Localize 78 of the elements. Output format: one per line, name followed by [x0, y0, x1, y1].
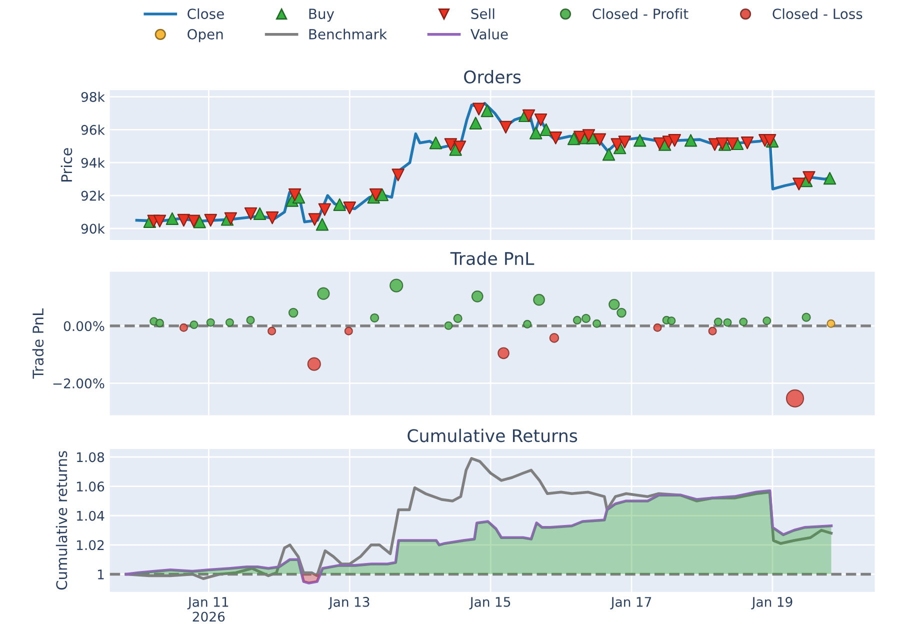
y-tick-label: 1.04 — [77, 510, 104, 521]
point — [177, 214, 190, 227]
y-tick-label: 98k — [81, 92, 105, 102]
y-tick-label: 1.06 — [77, 482, 104, 492]
x-tick-label: Jan 17 — [610, 597, 652, 610]
y-axis-title: Cumulative returns — [56, 451, 68, 590]
point — [522, 109, 536, 122]
x-tick-label: Jan 15 — [469, 597, 510, 610]
point — [480, 104, 494, 118]
point — [668, 134, 681, 147]
point — [253, 207, 266, 220]
point — [534, 113, 548, 126]
point — [193, 216, 206, 228]
y-tick-label: 96k — [81, 124, 105, 135]
point — [444, 138, 458, 151]
point — [453, 140, 466, 154]
point — [266, 211, 279, 224]
point — [392, 168, 404, 182]
legend-label: Value — [470, 28, 508, 40]
chart-title: Cumulative Returns — [408, 428, 578, 442]
point — [540, 123, 553, 136]
point — [653, 137, 666, 150]
point — [288, 188, 302, 202]
point — [684, 134, 698, 147]
y-tick-label: 92k — [81, 190, 105, 201]
x-tick-label: Jan 11 2026 — [187, 597, 228, 622]
y-tick-label: 0.00% — [64, 321, 104, 332]
point — [726, 137, 739, 150]
y-tick-label: 1.08 — [77, 452, 104, 462]
point — [308, 213, 321, 226]
point — [166, 212, 179, 225]
legend-label: Sell — [471, 8, 494, 20]
point — [318, 203, 332, 216]
legend-label: Benchmark — [309, 28, 388, 40]
chart-title: Trade PnL — [450, 252, 534, 266]
point — [549, 132, 562, 144]
point — [716, 137, 729, 150]
x-tick-label: Jan 19 — [751, 596, 792, 610]
point — [529, 126, 542, 140]
legend-label: Closed - Profit — [592, 8, 688, 20]
point — [618, 136, 632, 148]
point — [823, 172, 836, 185]
point — [740, 136, 754, 150]
point — [369, 188, 382, 202]
point — [187, 214, 200, 228]
legend-label: Close — [188, 8, 224, 20]
legend-label: Buy — [309, 8, 334, 22]
chart-title: Orders — [464, 70, 521, 84]
point — [343, 202, 356, 214]
y-tick-label: 1.02 — [77, 540, 104, 550]
y-axis-title: Price — [60, 148, 72, 182]
y-axis-title: Trade PnL — [32, 308, 44, 379]
point — [602, 148, 616, 161]
point — [316, 218, 329, 231]
point — [763, 134, 776, 147]
y-tick-label: 90k — [81, 223, 105, 234]
y-tick-label: −2.00% — [53, 378, 104, 388]
point — [802, 171, 816, 184]
legend-label: Open — [188, 28, 223, 42]
point — [634, 134, 646, 147]
point — [567, 132, 580, 146]
point — [333, 198, 346, 211]
y-tick-label: 94k — [81, 158, 105, 168]
point — [499, 120, 512, 134]
point — [574, 130, 586, 144]
point — [472, 102, 486, 116]
point — [593, 133, 606, 146]
x-tick-label: Jan 13 — [328, 596, 370, 610]
point — [429, 136, 442, 150]
point — [224, 212, 238, 225]
point — [153, 214, 166, 228]
point — [244, 207, 258, 220]
point — [204, 214, 217, 227]
y-tick-label: 1 — [98, 570, 104, 580]
point — [469, 116, 482, 130]
legend-label: Closed - Loss — [772, 8, 862, 20]
point — [582, 129, 596, 142]
point — [792, 178, 806, 190]
